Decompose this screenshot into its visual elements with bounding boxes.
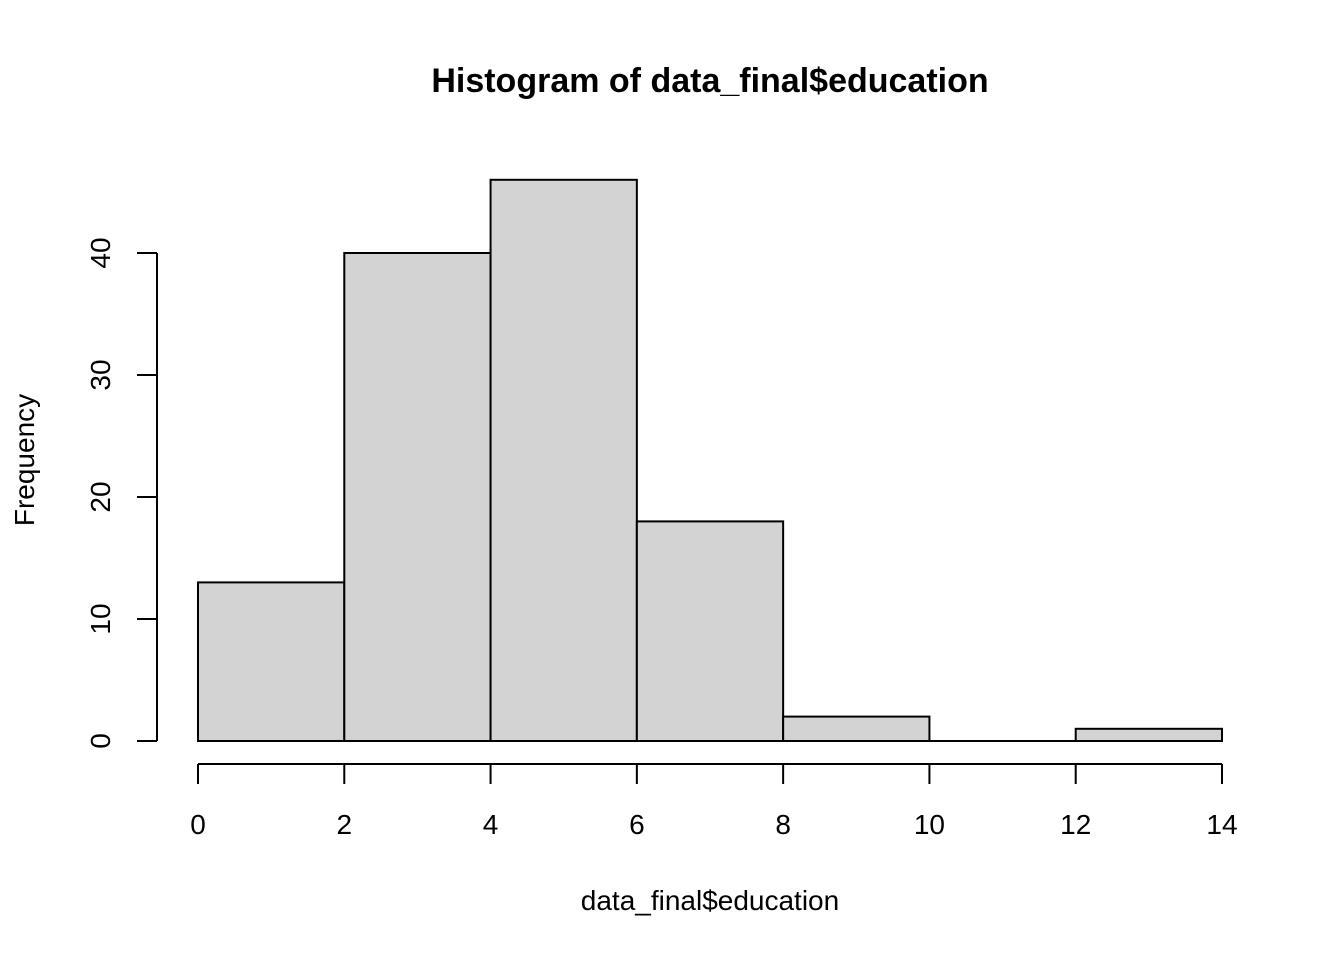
histogram-bar [489, 178, 638, 743]
y-axis-label: Frequency [9, 394, 40, 526]
histogram-bar [1074, 727, 1223, 742]
y-axis: 0 10 20 30 40 [85, 237, 158, 749]
y-tick-label: 10 [85, 603, 116, 634]
x-tick-label: 10 [914, 809, 945, 840]
x-tick-label: 8 [775, 809, 791, 840]
x-tick-label: 12 [1060, 809, 1091, 840]
histogram-bar [782, 715, 931, 742]
chart-title: Histogram of data_final$education [431, 62, 988, 100]
histogram-bar [343, 252, 492, 742]
y-tick-label: 0 [85, 733, 116, 749]
x-tick-label: 14 [1206, 809, 1237, 840]
bars-group [197, 178, 1223, 743]
y-tick-label: 40 [85, 237, 116, 268]
y-tick-label: 20 [85, 481, 116, 512]
x-axis-label: data_final$education [581, 885, 839, 916]
x-tick-label: 2 [336, 809, 352, 840]
histogram-bar [635, 520, 785, 743]
histogram-bar [197, 581, 346, 743]
x-tick-label: 0 [190, 809, 206, 840]
y-tick-label: 30 [85, 359, 116, 390]
x-tick-label: 4 [483, 809, 499, 840]
x-tick-label: 6 [629, 809, 645, 840]
x-axis: 0 2 4 6 8 10 12 14 [190, 763, 1238, 840]
